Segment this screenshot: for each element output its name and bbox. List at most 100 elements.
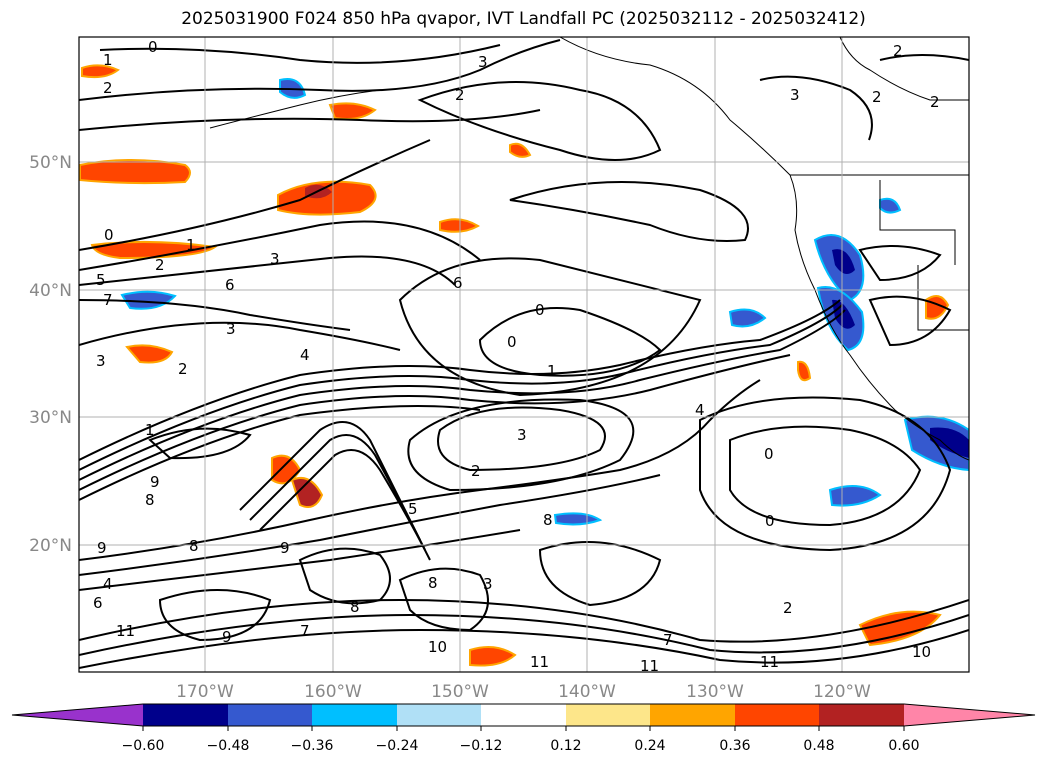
lon-label: 150°W: [431, 682, 489, 702]
colorbar-tick-label: 0.36: [719, 738, 750, 754]
contour-label: 10: [428, 638, 447, 656]
contour: [417, 81, 662, 161]
patch: [797, 360, 812, 382]
contour: [99, 44, 501, 64]
latitude-labels: 50°N 40°N 30°N 20°N: [29, 153, 72, 556]
contour-label: 5: [408, 500, 418, 518]
contour: [398, 257, 702, 397]
contour-label: 1: [547, 362, 557, 380]
patch: [125, 344, 174, 364]
contour-label: 2: [103, 79, 113, 97]
patch: [930, 427, 969, 458]
contour: [79, 255, 456, 286]
contour-label: 0: [764, 445, 774, 463]
contour: [879, 54, 969, 61]
contour-labels: 0 1 2 3 2 2 2 2 3 0 1 2 3 5 7 6 3 6 4 3 …: [93, 38, 940, 675]
contour-label: 11: [760, 653, 779, 671]
contour-label: 3: [790, 86, 800, 104]
colorbar-ticks: [142, 726, 905, 731]
longitude-labels: 170°W 160°W 150°W 140°W 130°W 120°W: [176, 682, 871, 702]
patch: [879, 197, 902, 214]
colorbar-segment: [143, 704, 228, 726]
contour: [398, 567, 489, 632]
patch: [469, 645, 517, 667]
lon-label: 170°W: [176, 682, 234, 702]
contour-label: 8: [189, 537, 199, 555]
contour-label: 1: [145, 421, 155, 439]
colorbar-segment: [566, 704, 650, 726]
contour-label: 5: [96, 271, 106, 289]
contour-label: 8: [543, 511, 553, 529]
contour-label: 9: [97, 539, 107, 557]
patch: [509, 142, 532, 158]
patch: [832, 299, 855, 329]
patch: [553, 512, 603, 526]
contour: [79, 474, 661, 576]
lon-label: 140°W: [558, 682, 616, 702]
contour: [148, 427, 252, 460]
colorbar-tick-label: 0.24: [634, 738, 665, 754]
contour: [79, 220, 481, 271]
contour-label: 7: [103, 291, 113, 309]
contour: [79, 304, 843, 471]
contour-label: 8: [428, 574, 438, 592]
contour: [79, 39, 561, 101]
contour-label: 4: [695, 401, 705, 419]
patch: [81, 64, 120, 79]
colorbar-tick-label: −0.36: [291, 738, 334, 754]
contour-label: 2: [872, 88, 882, 106]
contour-label: 3: [478, 53, 488, 71]
contour-label: 3: [226, 320, 236, 338]
contour-label: 11: [640, 657, 659, 675]
contour: [699, 396, 952, 552]
map-background: [79, 37, 969, 672]
contour: [509, 181, 749, 242]
contour-label: 6: [93, 594, 103, 612]
contour-label: 11: [116, 622, 135, 640]
contour-label: 0: [535, 301, 545, 319]
lat-label: 50°N: [29, 153, 72, 173]
contour: [79, 109, 541, 131]
contour: [79, 529, 521, 591]
map-frame: [78, 36, 970, 673]
patch: [858, 610, 942, 647]
contour-label: 3: [483, 575, 493, 593]
coastline: [917, 265, 969, 331]
contour-label: 9: [280, 539, 290, 557]
colorbar-tick-label: −0.48: [207, 738, 250, 754]
contour-label: 6: [225, 276, 235, 294]
negative-anomaly-patches: [120, 78, 969, 526]
patch: [832, 249, 855, 274]
lon-label: 120°W: [813, 682, 871, 702]
contour-label: 7: [300, 622, 310, 640]
colorbar-tick-label: 0.12: [550, 738, 581, 754]
contour: [79, 613, 969, 656]
contour-label: 1: [186, 236, 196, 254]
contour: [259, 449, 431, 561]
contour-label: 11: [530, 653, 549, 671]
contour-label: 6: [453, 274, 463, 292]
contour-label: 2: [471, 462, 481, 480]
colorbar-segment: [735, 704, 819, 726]
contour: [158, 589, 272, 642]
lat-label: 20°N: [29, 536, 72, 556]
contour-label: 2: [893, 42, 903, 60]
contour-label: 1: [103, 51, 113, 69]
contour: [298, 547, 391, 605]
patch: [120, 290, 177, 310]
colorbar: −0.60 −0.48 −0.36 −0.24 −0.12 0.12 0.24 …: [11, 703, 1036, 754]
contour: [437, 406, 606, 472]
contour: [538, 541, 662, 607]
patch: [277, 180, 377, 216]
contour-label: 0: [148, 38, 158, 56]
contour-label: 0: [104, 226, 114, 244]
chart-title: 2025031900 F024 850 hPa qvapor, IVT Land…: [181, 9, 866, 29]
contour: [79, 299, 841, 461]
contour-label: 0: [507, 333, 517, 351]
coastline: [559, 37, 969, 461]
patch: [290, 476, 324, 508]
positive-anomaly-patches: [79, 64, 950, 667]
patch: [728, 308, 767, 328]
contour: [79, 628, 969, 669]
